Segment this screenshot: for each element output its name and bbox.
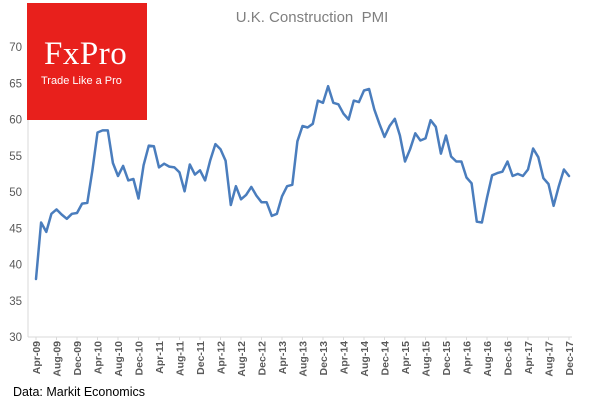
x-tick-label: Aug-14 xyxy=(359,341,371,377)
x-tick-label: Apr-15 xyxy=(400,341,412,374)
x-tick-label: Dec-16 xyxy=(503,341,515,376)
x-tick-label: Apr-17 xyxy=(523,341,535,374)
y-tick-label: 55 xyxy=(9,151,22,163)
x-tick-label: Dec-15 xyxy=(441,341,453,376)
x-tick-label: Aug-15 xyxy=(421,341,433,377)
x-tick-label: Dec-11 xyxy=(195,341,207,375)
logo-tagline: Trade Like a Pro xyxy=(41,75,122,87)
x-tick-label: Dec-13 xyxy=(318,341,330,376)
x-tick-label: Apr-14 xyxy=(339,341,351,374)
x-tick-label: Apr-11 xyxy=(154,341,166,374)
x-tick-label: Aug-11 xyxy=(175,341,187,376)
y-tick-label: 60 xyxy=(9,115,22,127)
series-layer xyxy=(34,84,571,281)
source-note: Data: Markit Economics xyxy=(13,385,145,399)
x-tick-label: Apr-13 xyxy=(277,341,289,374)
x-tick-label: Dec-14 xyxy=(380,341,392,376)
x-tick-label: Aug-12 xyxy=(236,341,248,377)
y-tick-labels: 30 35 40 45 50 55 60 65 70 xyxy=(9,42,22,344)
x-tick-label: Dec-10 xyxy=(134,341,146,376)
x-tick-label: Aug-16 xyxy=(482,341,494,377)
chart-title: U.K. Construction PMI xyxy=(236,9,389,26)
x-tick-label: Apr-10 xyxy=(93,341,105,374)
y-tick-label: 40 xyxy=(9,260,22,272)
y-tick-label: 35 xyxy=(9,296,22,308)
x-tick-label: Dec-17 xyxy=(564,341,576,376)
x-tick-label: Dec-09 xyxy=(72,341,84,376)
y-tick-label: 45 xyxy=(9,223,22,235)
y-tick-label: 70 xyxy=(9,42,22,54)
x-tick-label: Apr-09 xyxy=(31,341,43,374)
x-tick-label: Dec-12 xyxy=(257,341,269,376)
y-tick-label: 30 xyxy=(9,332,22,344)
x-tick-label: Aug-09 xyxy=(52,341,64,377)
x-tick-label: Aug-13 xyxy=(298,341,310,377)
logo-brand: FxPro xyxy=(44,36,128,72)
x-tick-label: Aug-17 xyxy=(544,341,556,377)
x-tick-label: Apr-16 xyxy=(462,341,474,374)
x-tick-labels: Apr-09 Aug-09 Dec-09 Apr-10 Aug-10 Dec-10 Apr-… xyxy=(31,337,576,377)
series-line xyxy=(34,84,571,281)
x-tick-label: Aug-10 xyxy=(113,341,125,377)
fxpro-logo: FxPro Trade Like a Pro xyxy=(27,3,147,120)
y-tick-label: 50 xyxy=(9,187,22,199)
y-tick-label: 65 xyxy=(9,78,22,90)
x-tick-label: Apr-12 xyxy=(216,341,228,374)
